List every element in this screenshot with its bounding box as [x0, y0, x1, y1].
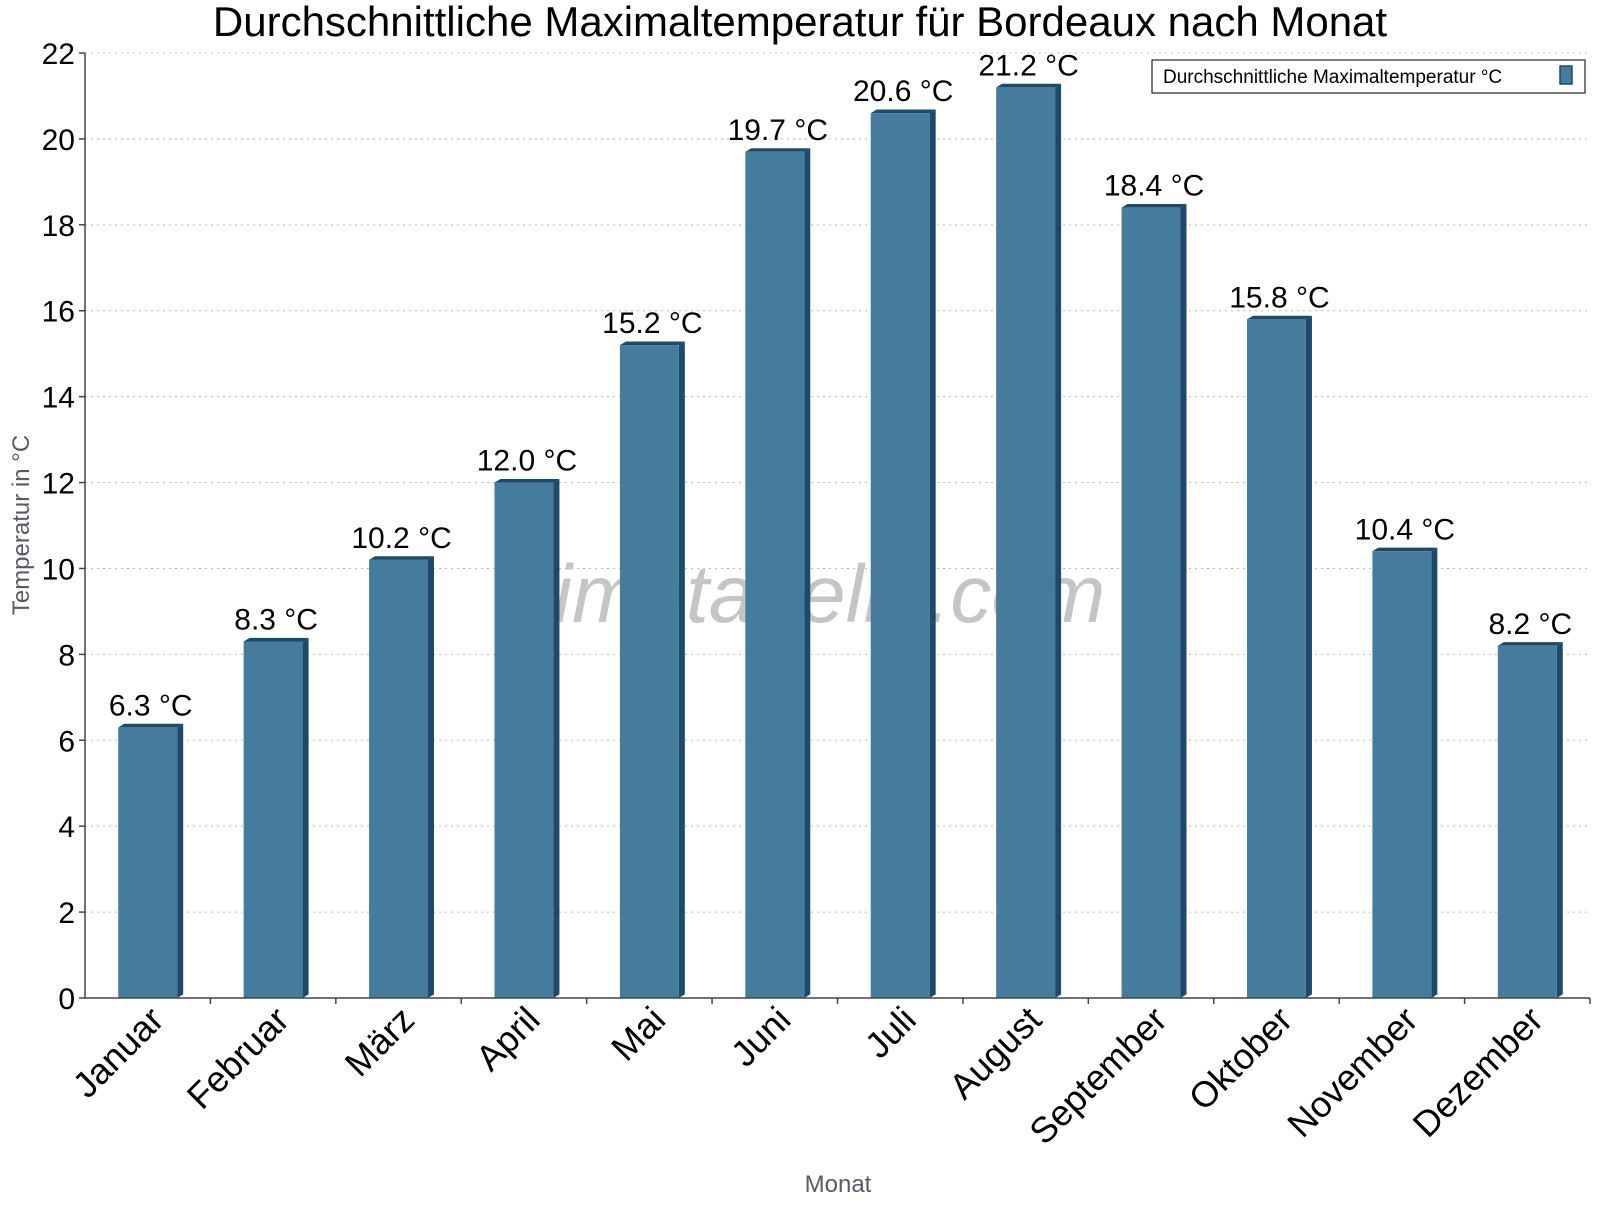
x-tick-label: März — [337, 999, 423, 1085]
bar-märz — [369, 556, 435, 998]
bar-top — [1497, 642, 1563, 646]
axes — [79, 52, 1591, 1004]
legend: Durchschnittliche Maximaltemperatur °C — [1151, 59, 1586, 94]
bar-side — [177, 723, 184, 998]
bar-side — [678, 341, 685, 998]
bar-top — [369, 556, 435, 560]
bar-side — [1180, 204, 1187, 998]
data-label: 20.6 °C — [853, 75, 953, 108]
bar-face — [1497, 645, 1557, 998]
bar-side — [929, 109, 936, 998]
data-label: 6.3 °C — [109, 689, 193, 722]
bar-top — [1246, 315, 1312, 320]
x-tick-label: Oktober — [1181, 999, 1301, 1119]
x-tick-label: Dezember — [1405, 999, 1551, 1145]
y-tick-label: 20 — [42, 124, 75, 157]
x-tick-label: Juli — [857, 999, 924, 1066]
bar-top — [996, 83, 1062, 88]
bar-september — [1121, 204, 1187, 999]
y-tick-label: 12 — [42, 468, 75, 501]
data-label: 12.0 °C — [477, 445, 577, 478]
bar-side — [1055, 83, 1062, 999]
bar-top — [494, 478, 560, 483]
bar-april — [494, 478, 560, 999]
y-tick-label: 0 — [58, 983, 75, 1016]
y-tick-label: 6 — [58, 725, 75, 758]
bar-side — [1431, 547, 1438, 998]
bar-august — [996, 83, 1062, 999]
bar-side — [428, 556, 435, 998]
bar-face — [369, 559, 429, 998]
data-label: 15.8 °C — [1229, 281, 1329, 314]
data-labels: 6.3 °C 8.3 °C 10.2 °C 12.0 °C 15.2 °C 19.7 °C… — [109, 49, 1572, 722]
x-tick-label: Januar — [65, 999, 172, 1106]
y-tick-label: 16 — [42, 296, 75, 329]
y-tick-label: 18 — [42, 210, 75, 243]
legend-label: Durchschnittliche Maximaltemperatur °C — [1163, 67, 1502, 88]
bar-juli — [870, 109, 936, 999]
bar-top — [118, 723, 184, 728]
x-tick-labels: Januar Februar März April Mai Juni Juli AugustS… — [65, 999, 1551, 1153]
bar-side — [302, 637, 309, 998]
data-label: 8.3 °C — [234, 603, 318, 636]
bar-face — [1121, 207, 1181, 999]
data-label: 19.7 °C — [728, 114, 828, 147]
bar-face — [996, 87, 1056, 998]
bar-oktober — [1246, 315, 1312, 999]
bar-juni — [745, 148, 811, 999]
y-tick-label: 2 — [58, 897, 75, 930]
data-label: 10.2 °C — [351, 522, 451, 555]
bar-side — [553, 478, 560, 999]
bar-mai — [619, 341, 685, 998]
bar-face — [870, 113, 930, 999]
bar-face — [619, 345, 679, 998]
legend-swatch — [1559, 65, 1573, 85]
y-tick-label: 4 — [58, 811, 75, 844]
data-label: 15.2 °C — [602, 307, 702, 340]
bar-face — [243, 641, 303, 998]
bar-top — [243, 637, 309, 642]
bar-februar — [243, 637, 309, 998]
x-tick-label: September — [1021, 999, 1175, 1153]
bar-side — [1556, 642, 1563, 998]
bar-top — [1372, 547, 1438, 552]
y-tick-label: 14 — [42, 382, 75, 415]
y-tick-label: 10 — [42, 553, 75, 586]
x-tick-label: Februar — [179, 999, 297, 1117]
x-tick-label: November — [1279, 999, 1425, 1145]
bar-januar — [118, 723, 184, 998]
y-tick-label: 22 — [42, 38, 75, 71]
bar-november — [1372, 547, 1438, 998]
bar-top — [619, 341, 685, 346]
x-tick-label: Mai — [603, 999, 673, 1069]
bar-face — [745, 151, 805, 998]
data-label: 10.4 °C — [1355, 513, 1455, 546]
bar-face — [1246, 319, 1306, 998]
data-label: 8.2 °C — [1488, 608, 1572, 641]
y-tick-label: 8 — [58, 639, 75, 672]
bar-side — [804, 148, 811, 999]
bar-face — [1372, 551, 1432, 998]
bar-top — [1121, 204, 1187, 208]
bars — [118, 83, 1563, 999]
bar-top — [870, 109, 936, 114]
grid-lines — [85, 52, 1590, 913]
data-label: 21.2 °C — [978, 49, 1078, 82]
bar-top — [745, 148, 811, 152]
bar-face — [118, 727, 178, 998]
x-axis-label: Monat — [805, 1171, 872, 1198]
x-tick-label: April — [468, 999, 548, 1079]
y-axis-label: Temperatur in °C — [8, 435, 35, 615]
legend-box — [1151, 59, 1586, 94]
bar-side — [1305, 315, 1312, 999]
bar-dezember — [1497, 642, 1563, 998]
y-tick-labels: 0 2 4 6 8 10 12 14 16 18 20 22 — [42, 38, 75, 1016]
chart-title: Durchschnittliche Maximaltemperatur für … — [213, 0, 1388, 45]
bar-face — [494, 482, 554, 999]
x-tick-label: August — [941, 999, 1049, 1107]
data-label: 18.4 °C — [1104, 170, 1204, 203]
x-tick-label: Juni — [723, 999, 799, 1075]
